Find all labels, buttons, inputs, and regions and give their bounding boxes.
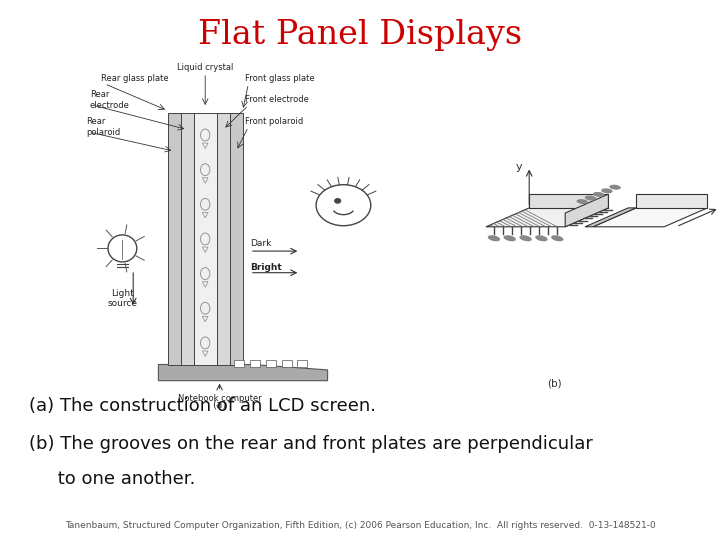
Ellipse shape — [609, 185, 621, 190]
FancyBboxPatch shape — [217, 113, 230, 365]
Ellipse shape — [487, 235, 500, 241]
Bar — [250, 360, 260, 367]
Ellipse shape — [535, 235, 548, 241]
Bar — [234, 360, 244, 367]
Text: (a): (a) — [212, 400, 227, 410]
Polygon shape — [636, 194, 707, 208]
Polygon shape — [529, 194, 608, 208]
Text: Dark: Dark — [250, 239, 271, 247]
Circle shape — [335, 199, 341, 203]
FancyBboxPatch shape — [194, 113, 217, 365]
Text: (b): (b) — [547, 378, 562, 388]
Polygon shape — [565, 194, 608, 227]
Text: Rear glass plate: Rear glass plate — [101, 74, 168, 83]
Text: Liquid crystal: Liquid crystal — [177, 63, 233, 72]
Text: Tanenbaum, Structured Computer Organization, Fifth Edition, (c) 2006 Pearson Edu: Tanenbaum, Structured Computer Organizat… — [65, 521, 655, 530]
Polygon shape — [158, 364, 328, 381]
FancyBboxPatch shape — [181, 113, 194, 365]
Polygon shape — [593, 208, 707, 227]
Ellipse shape — [601, 188, 613, 193]
Ellipse shape — [585, 195, 596, 200]
Text: (a) The construction of an LCD screen.: (a) The construction of an LCD screen. — [29, 397, 376, 415]
Text: Front glass plate: Front glass plate — [245, 74, 315, 83]
Ellipse shape — [593, 192, 604, 197]
Ellipse shape — [503, 235, 516, 241]
Text: y: y — [516, 161, 522, 172]
Text: Front electrode: Front electrode — [245, 96, 309, 104]
Text: Rear
polaroid: Rear polaroid — [86, 117, 121, 137]
Ellipse shape — [577, 199, 588, 204]
Ellipse shape — [519, 235, 532, 241]
Bar — [297, 360, 307, 367]
Text: to one another.: to one another. — [29, 470, 195, 488]
FancyBboxPatch shape — [230, 113, 243, 365]
Polygon shape — [486, 208, 608, 227]
Ellipse shape — [551, 235, 564, 241]
Polygon shape — [585, 208, 636, 227]
Text: (b) The grooves on the rear and front plates are perpendicular: (b) The grooves on the rear and front pl… — [29, 435, 593, 453]
Bar — [282, 360, 292, 367]
Text: Light
source: Light source — [107, 289, 138, 308]
Text: Rear
electrode: Rear electrode — [90, 90, 130, 110]
Text: Notebook computer: Notebook computer — [178, 394, 261, 403]
Text: Flat Panel Displays: Flat Panel Displays — [198, 19, 522, 51]
FancyBboxPatch shape — [168, 113, 181, 365]
Bar — [266, 360, 276, 367]
Text: Front polaroid: Front polaroid — [245, 117, 303, 126]
Text: Bright: Bright — [250, 263, 282, 272]
